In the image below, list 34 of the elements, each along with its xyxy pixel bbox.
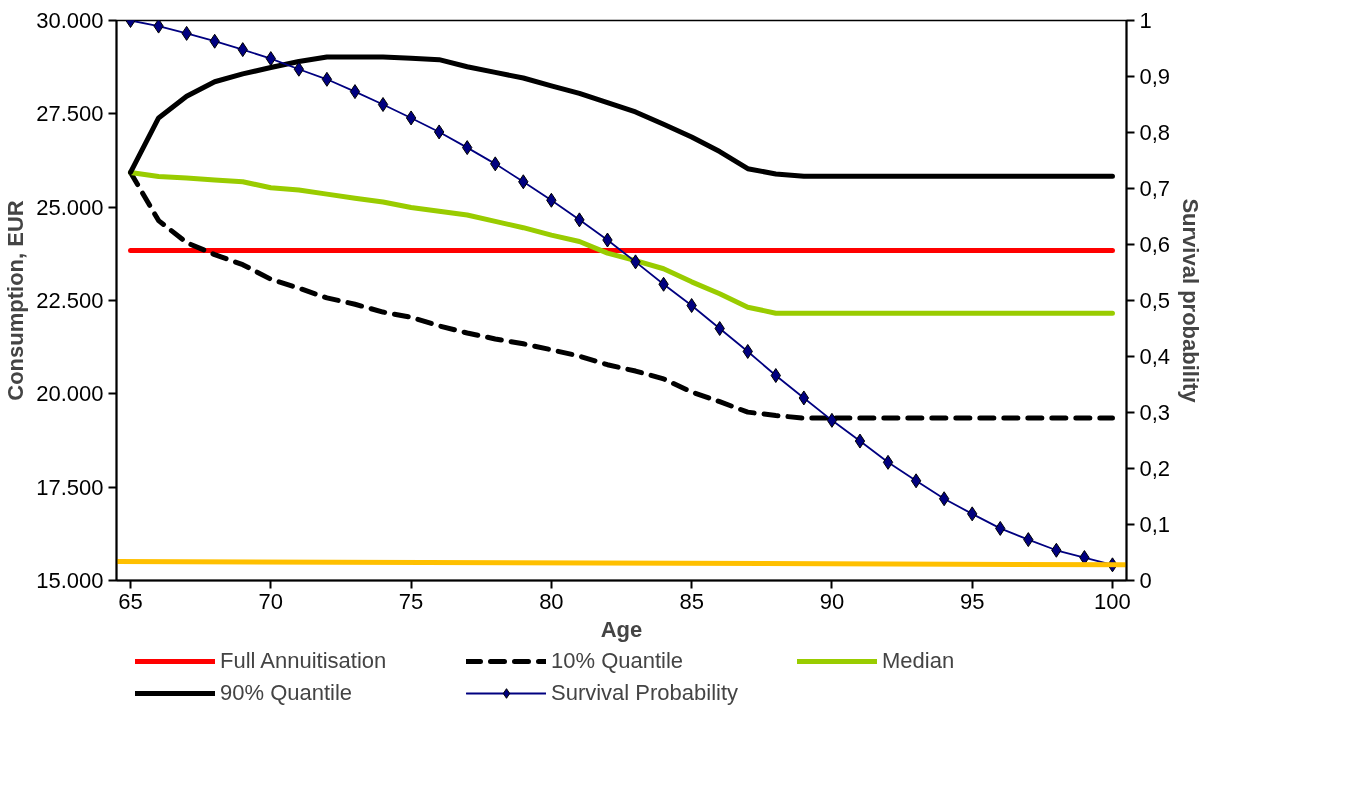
x-tick-label: 95 xyxy=(959,588,985,614)
y2-tick-label: 0 xyxy=(1139,568,1152,593)
y-axis-title: Consumption, EUR xyxy=(3,200,29,401)
x-tick-label: 100 xyxy=(1094,588,1131,614)
legend-label: Full Annuitisation xyxy=(220,648,388,674)
x-tick-label: 80 xyxy=(539,588,564,614)
y-tick-label: 27.500 xyxy=(36,101,104,127)
y2-tick-label: 0,6 xyxy=(1139,232,1171,257)
y2-tick-label: 0,3 xyxy=(1139,400,1171,425)
y2-tick-label: 0,9 xyxy=(1139,64,1171,89)
x-tick-label: 90 xyxy=(819,588,845,614)
y-tick-label: 17.500 xyxy=(36,474,104,500)
y-tick-label: 25.000 xyxy=(36,194,104,220)
legend-label: Median xyxy=(882,648,956,674)
legend-label: 10% Quantile xyxy=(551,648,685,674)
x-tick-label: 75 xyxy=(398,588,424,614)
y2-axis-title: Survival probability xyxy=(1178,198,1204,404)
y2-tick-label: 0,2 xyxy=(1139,456,1171,481)
y2-tick-label: 0,7 xyxy=(1139,176,1171,201)
y2-tick-label: 0,8 xyxy=(1139,120,1171,145)
legend-label: Survival Probability xyxy=(551,680,740,706)
y-tick-label: 15.000 xyxy=(36,568,104,593)
legend-label: 90% Quantile xyxy=(220,680,354,706)
y-tick-label: 30.000 xyxy=(36,8,104,33)
x-tick-label: 65 xyxy=(118,588,143,614)
x-axis-title: Age xyxy=(600,616,643,642)
y2-tick-label: 0,5 xyxy=(1139,288,1171,313)
y2-tick-label: 0,1 xyxy=(1139,512,1171,537)
x-tick-label: 70 xyxy=(258,588,284,614)
x-tick-label: 85 xyxy=(679,588,704,614)
y2-tick-label: 0,4 xyxy=(1139,344,1171,369)
y2-tick-label: 1 xyxy=(1139,8,1152,33)
y-tick-label: 22.500 xyxy=(36,288,104,313)
y-tick-label: 20.000 xyxy=(36,381,104,407)
